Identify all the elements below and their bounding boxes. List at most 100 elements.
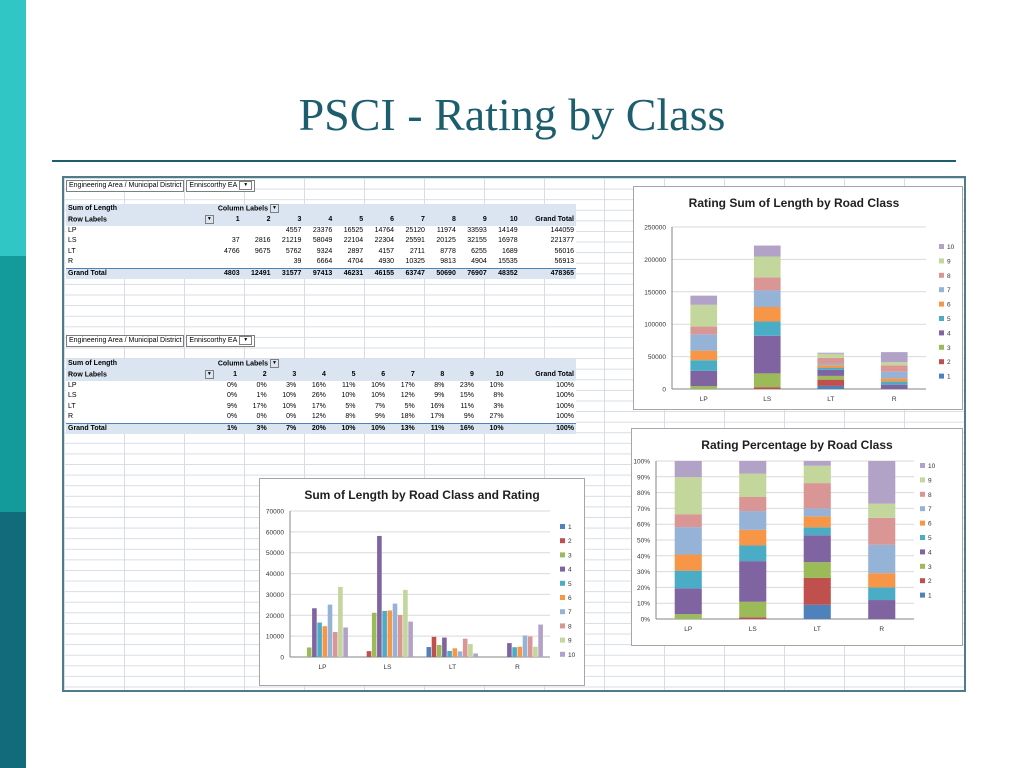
bar <box>442 637 447 657</box>
pivot-table-sum: Sum of Length Column Labels ▼ Row Labels ▼… <box>66 204 576 280</box>
pivot-column-header: 4 <box>303 214 335 226</box>
table-row: R 0% 0% 0% 12% 8% 9% 18% 17% 9% 27% 100% <box>66 412 576 423</box>
filter-value[interactable]: Enniscorthy EA ▼ <box>186 180 256 193</box>
legend-label: 7 <box>928 506 932 513</box>
filter-value[interactable]: Enniscorthy EA ▼ <box>186 335 256 348</box>
table-cell: 48352 <box>488 267 520 280</box>
table-cell: 27% <box>489 413 504 421</box>
bar-segment <box>868 517 896 545</box>
legend-swatch <box>939 301 944 307</box>
legend-swatch <box>920 563 925 569</box>
bar-segment <box>880 362 908 366</box>
table-cell: 56913 <box>554 258 574 266</box>
table-cell: 12% <box>311 413 326 421</box>
table-cell: 100% <box>556 402 574 410</box>
accent-bar-middle <box>0 256 26 512</box>
table-cell: 1% <box>215 422 240 435</box>
table-cell: 17% <box>252 402 267 410</box>
column-filter-icon[interactable]: ▼ <box>269 204 279 213</box>
x-tick-label: LP <box>319 664 327 671</box>
table-cell: 3% <box>239 422 269 435</box>
bar-segment <box>690 386 718 389</box>
legend-swatch <box>560 538 565 544</box>
pivot-column-header: 8 <box>426 214 458 226</box>
legend-swatch <box>920 477 925 483</box>
pivot-column-labels: Column Labels ▼ <box>215 359 576 370</box>
bar-segment <box>817 363 845 366</box>
bar-segment <box>817 367 845 370</box>
pivot-header-row: Sum of Length Column Labels ▼ <box>66 359 576 370</box>
y-tick-label: 0% <box>641 617 651 624</box>
chart-rating-sum-stacked[interactable]: Rating Sum of Length by Road Class 0 50000… <box>633 186 963 410</box>
chart-rating-percentage[interactable]: Rating Percentage by Road Class 0% 10% 20% 3… <box>631 428 963 646</box>
table-cell: 4803 <box>215 267 242 280</box>
table-cell: 0% <box>286 413 297 421</box>
bar <box>538 624 543 657</box>
y-tick-label: 150000 <box>644 289 666 296</box>
legend-swatch <box>560 524 565 529</box>
row-label: Grand Total <box>66 422 216 435</box>
table-cell: 10% <box>282 402 297 410</box>
table-cell: 23376 <box>312 226 333 234</box>
legend-label: 6 <box>928 521 932 528</box>
chart-title: Rating Percentage by Road Class <box>701 438 893 452</box>
legend-swatch <box>939 330 944 336</box>
table-cell: 46155 <box>365 267 397 280</box>
legend-swatch <box>560 552 565 558</box>
bar <box>387 610 393 657</box>
spreadsheet-area: Engineering Area / Municipal District En… <box>62 176 966 692</box>
x-tick-label: LT <box>814 626 821 633</box>
table-row: LP 4557 23376 16525 14764 25120 11974 33593 1414… <box>66 226 576 237</box>
legend-swatch <box>920 578 925 584</box>
bar-segment <box>690 334 718 351</box>
table-cell: 9324 <box>316 247 333 255</box>
bar <box>327 604 333 657</box>
bar-segment <box>753 321 781 336</box>
bar-segment <box>690 360 718 371</box>
filter-dropdown-icon[interactable]: ▼ <box>239 336 253 345</box>
table-cell: 5% <box>345 402 356 410</box>
x-tick-label: LP <box>700 396 708 403</box>
table-cell: 50690 <box>426 267 458 280</box>
row-label: LP <box>68 226 77 234</box>
y-tick-label: 60% <box>637 522 650 529</box>
row-filter-icon[interactable]: ▼ <box>204 214 214 224</box>
filter-dropdown-icon[interactable]: ▼ <box>239 181 253 190</box>
chart-sum-clustered[interactable]: Sum of Length by Road Class and Rating 0 1… <box>259 478 585 686</box>
y-tick-label: 80% <box>637 490 650 497</box>
y-tick-label: 70% <box>637 506 650 513</box>
bar-segment <box>739 461 767 474</box>
y-tick-label: 70000 <box>266 509 284 516</box>
legend-swatch <box>920 463 925 468</box>
legend-label: 4 <box>947 330 951 337</box>
bar-segment <box>674 588 702 615</box>
y-tick-label: 0 <box>662 387 666 394</box>
y-tick-label: 40% <box>637 553 650 560</box>
row-filter-icon[interactable]: ▼ <box>204 369 214 379</box>
bar-segment <box>753 245 781 257</box>
x-tick-label: LS <box>384 664 393 671</box>
legend-swatch <box>920 520 925 526</box>
table-cell: 46231 <box>334 267 366 280</box>
table-row: LS 37 2816 21219 58049 22104 22304 25591 20125 32… <box>66 236 576 247</box>
bar-segment <box>868 600 896 619</box>
bar-segment <box>674 477 702 515</box>
table-cell: 100% <box>556 381 574 389</box>
legend-label: 8 <box>947 273 951 280</box>
legend-label: 5 <box>947 316 951 323</box>
bar-segment <box>690 350 718 361</box>
legend-label: 10 <box>568 652 576 659</box>
pivot-column-header: 10 <box>475 369 506 381</box>
bar <box>527 636 533 657</box>
bar-segment <box>817 375 845 380</box>
legend-swatch <box>560 651 565 657</box>
legend-label: 6 <box>947 302 951 309</box>
column-filter-icon[interactable]: ▼ <box>269 359 279 368</box>
table-cell: 63747 <box>396 267 427 280</box>
bar <box>403 589 408 657</box>
legend-label: 2 <box>568 538 572 545</box>
bar-segment <box>803 508 831 517</box>
y-tick-label: 100000 <box>644 322 666 329</box>
table-cell: 1% <box>256 392 267 400</box>
bar-segment <box>803 516 831 528</box>
